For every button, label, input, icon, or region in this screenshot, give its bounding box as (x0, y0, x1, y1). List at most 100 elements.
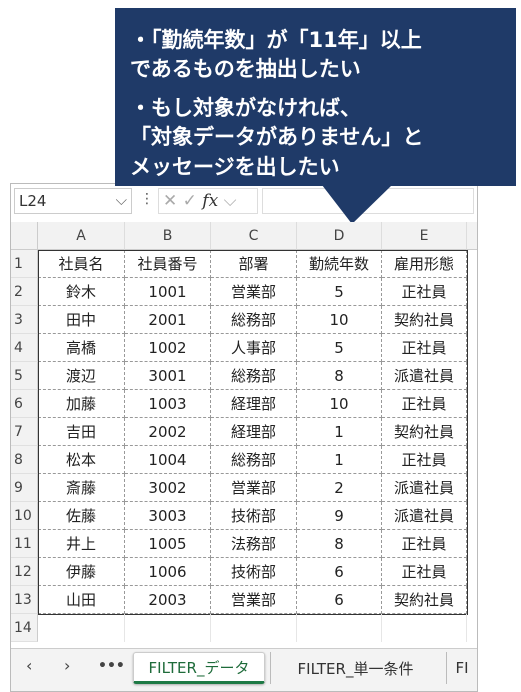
callout-line: メッセージを出したい (130, 155, 340, 179)
cell[interactable]: 正社員 (382, 558, 467, 586)
cell[interactable]: 1002 (125, 334, 211, 362)
name-box-text: L24 (19, 192, 47, 210)
cell[interactable]: 8 (297, 362, 382, 390)
cell[interactable]: 1005 (125, 530, 211, 558)
cell[interactable]: 5 (297, 334, 382, 362)
row-header[interactable]: 4 (11, 334, 38, 362)
cell[interactable]: 3002 (125, 474, 211, 502)
empty-cell (38, 614, 125, 642)
cell[interactable]: 2001 (125, 306, 211, 334)
row-header[interactable]: 5 (11, 362, 38, 390)
cell[interactable]: 10 (297, 390, 382, 418)
cell[interactable]: 総務部 (211, 446, 297, 474)
nav-prev[interactable]: ‹ (26, 656, 33, 675)
header-cell[interactable]: 社員番号 (125, 250, 211, 278)
sheet-tab[interactable]: FILTER_単一条件 (270, 652, 440, 684)
row-header[interactable]: 7 (11, 418, 38, 446)
cell[interactable]: 加藤 (38, 390, 125, 418)
cell[interactable]: 総務部 (211, 306, 297, 334)
cell[interactable]: 佐藤 (38, 502, 125, 530)
cell[interactable]: 派遣社員 (382, 502, 467, 530)
column-header[interactable]: C (211, 222, 297, 250)
cell[interactable]: 技術部 (211, 558, 297, 586)
cell[interactable]: 派遣社員 (382, 362, 467, 390)
cell[interactable]: 8 (297, 530, 382, 558)
cell[interactable]: 技術部 (211, 502, 297, 530)
column-header[interactable]: B (125, 222, 211, 250)
cell[interactable]: 経理部 (211, 390, 297, 418)
empty-cell (382, 614, 467, 642)
cell[interactable]: 1004 (125, 446, 211, 474)
cell[interactable]: 3003 (125, 502, 211, 530)
cell[interactable]: 1001 (125, 278, 211, 306)
row-header[interactable]: 9 (11, 474, 38, 502)
cell[interactable]: 山田 (38, 586, 125, 614)
cell[interactable]: 経理部 (211, 418, 297, 446)
row-header[interactable]: 1 (11, 250, 38, 278)
cell[interactable]: 6 (297, 558, 382, 586)
cell[interactable]: 営業部 (211, 586, 297, 614)
cell[interactable]: 1 (297, 446, 382, 474)
fx-icon[interactable]: fx (202, 191, 219, 211)
cell[interactable]: 2002 (125, 418, 211, 446)
cell[interactable]: 正社員 (382, 390, 467, 418)
column-header[interactable]: A (38, 222, 125, 250)
header-cell[interactable]: 雇用形態 (382, 250, 467, 278)
nav-next[interactable]: › (64, 656, 71, 675)
cell[interactable]: 斎藤 (38, 474, 125, 502)
column-header[interactable]: E (382, 222, 467, 250)
cell[interactable]: 6 (297, 586, 382, 614)
cell[interactable]: 高橋 (38, 334, 125, 362)
row-header[interactable]: 14 (11, 614, 38, 642)
cell[interactable]: 伊藤 (38, 558, 125, 586)
header-cell[interactable]: 勤続年数 (297, 250, 382, 278)
cell[interactable]: 正社員 (382, 278, 467, 306)
row-header[interactable]: 12 (11, 558, 38, 586)
row-header[interactable]: 2 (11, 278, 38, 306)
nav-more[interactable]: ••• (98, 658, 125, 674)
cell[interactable]: 渡辺 (38, 362, 125, 390)
cell[interactable]: 松本 (38, 446, 125, 474)
corner (11, 222, 38, 250)
cell[interactable]: 2003 (125, 586, 211, 614)
cell[interactable]: 営業部 (211, 474, 297, 502)
cell[interactable]: 正社員 (382, 446, 467, 474)
cell[interactable]: 契約社員 (382, 418, 467, 446)
header-cell[interactable]: 部署 (211, 250, 297, 278)
cell[interactable]: 契約社員 (382, 306, 467, 334)
cell[interactable]: 正社員 (382, 334, 467, 362)
sheet-tab[interactable]: FILTER_データ (133, 652, 265, 684)
cell[interactable]: 吉田 (38, 418, 125, 446)
cell[interactable]: 営業部 (211, 278, 297, 306)
cell[interactable]: 総務部 (211, 362, 297, 390)
row-header[interactable]: 3 (11, 306, 38, 334)
cell[interactable]: 井上 (38, 530, 125, 558)
cell[interactable]: 3001 (125, 362, 211, 390)
cell[interactable]: 田中 (38, 306, 125, 334)
cell[interactable]: 10 (297, 306, 382, 334)
sheet-tab[interactable]: FI (446, 652, 477, 684)
row-header[interactable]: 10 (11, 502, 38, 530)
cell[interactable]: 1003 (125, 390, 211, 418)
row-header[interactable]: 11 (11, 530, 38, 558)
cell[interactable]: 法務部 (211, 530, 297, 558)
cell[interactable]: 正社員 (382, 530, 467, 558)
cell[interactable]: 9 (297, 502, 382, 530)
cell[interactable]: 1 (297, 418, 382, 446)
row-header[interactable]: 13 (11, 586, 38, 614)
header-cell[interactable]: 社員名 (38, 250, 125, 278)
cell[interactable]: 鈴木 (38, 278, 125, 306)
cell[interactable]: 派遣社員 (382, 474, 467, 502)
cell[interactable]: 人事部 (211, 334, 297, 362)
cell[interactable]: 1006 (125, 558, 211, 586)
callout-line: 「対象データがありません」と (130, 125, 424, 149)
cell[interactable]: 契約社員 (382, 586, 467, 614)
cell[interactable]: 5 (297, 278, 382, 306)
row-header[interactable]: 6 (11, 390, 38, 418)
row-header[interactable]: 8 (11, 446, 38, 474)
column-header[interactable]: D (297, 222, 382, 250)
callout-line: ・「勤続年数」が「11年」以上 (130, 28, 422, 52)
cell[interactable]: 2 (297, 474, 382, 502)
name-box[interactable]: L24 ⌵ (14, 188, 132, 214)
